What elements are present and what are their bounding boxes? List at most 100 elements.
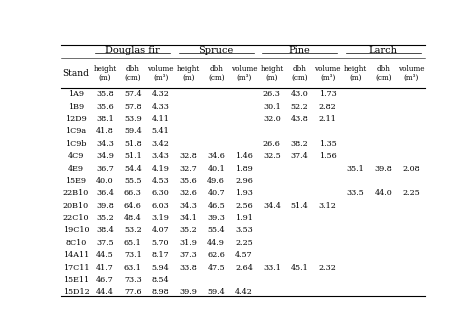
- Text: 38.1: 38.1: [96, 115, 114, 123]
- Text: 35.6: 35.6: [180, 177, 197, 185]
- Text: 51.1: 51.1: [124, 152, 141, 160]
- Text: 35.1: 35.1: [347, 165, 364, 173]
- Text: 37.3: 37.3: [180, 251, 197, 259]
- Text: Pine: Pine: [289, 46, 311, 55]
- Text: 1C9b: 1C9b: [65, 140, 87, 148]
- Text: 15D12: 15D12: [62, 288, 89, 296]
- Text: 32.7: 32.7: [180, 165, 197, 173]
- Text: Larch: Larch: [369, 46, 398, 55]
- Text: 54.4: 54.4: [124, 165, 141, 173]
- Text: 33.1: 33.1: [263, 263, 281, 271]
- Text: 12D9: 12D9: [65, 115, 87, 123]
- Text: 34.3: 34.3: [96, 140, 114, 148]
- Text: height
(m): height (m): [93, 65, 116, 82]
- Text: 66.3: 66.3: [124, 190, 142, 197]
- Text: 8.17: 8.17: [152, 251, 169, 259]
- Text: 36.7: 36.7: [96, 165, 114, 173]
- Text: 6.30: 6.30: [152, 190, 169, 197]
- Text: 73.3: 73.3: [124, 276, 141, 284]
- Text: 22C10: 22C10: [63, 214, 89, 222]
- Text: 38.4: 38.4: [96, 226, 114, 235]
- Text: volume
(m³): volume (m³): [231, 65, 257, 82]
- Text: 53.2: 53.2: [124, 226, 141, 235]
- Text: volume
(m³): volume (m³): [148, 65, 174, 82]
- Text: 55.5: 55.5: [124, 177, 141, 185]
- Text: 2.11: 2.11: [319, 115, 336, 123]
- Text: 1.91: 1.91: [235, 214, 253, 222]
- Text: dbh
(cm): dbh (cm): [124, 65, 141, 82]
- Text: 14A11: 14A11: [63, 251, 89, 259]
- Text: 59.4: 59.4: [124, 127, 141, 135]
- Text: 34.6: 34.6: [207, 152, 225, 160]
- Text: 39.9: 39.9: [179, 288, 197, 296]
- Text: 43.8: 43.8: [291, 115, 308, 123]
- Text: 4.32: 4.32: [152, 90, 169, 98]
- Text: 41.7: 41.7: [96, 263, 114, 271]
- Text: 38.2: 38.2: [291, 140, 308, 148]
- Text: volume
(m³): volume (m³): [315, 65, 341, 82]
- Text: 4.19: 4.19: [152, 165, 169, 173]
- Text: 8.98: 8.98: [152, 288, 169, 296]
- Text: 20B10: 20B10: [63, 202, 89, 210]
- Text: 2.32: 2.32: [319, 263, 336, 271]
- Text: Spruce: Spruce: [199, 46, 234, 55]
- Text: 4.07: 4.07: [152, 226, 169, 235]
- Text: 31.9: 31.9: [179, 239, 197, 247]
- Text: 1.56: 1.56: [319, 152, 336, 160]
- Text: 57.8: 57.8: [124, 103, 141, 111]
- Text: 39.3: 39.3: [207, 214, 225, 222]
- Text: 2.56: 2.56: [235, 202, 253, 210]
- Text: 4C9: 4C9: [68, 152, 84, 160]
- Text: 6.03: 6.03: [152, 202, 169, 210]
- Text: 37.5: 37.5: [96, 239, 114, 247]
- Text: 3.53: 3.53: [235, 226, 253, 235]
- Text: 52.2: 52.2: [291, 103, 308, 111]
- Text: 46.7: 46.7: [96, 276, 114, 284]
- Text: 4.57: 4.57: [235, 251, 253, 259]
- Text: 3.19: 3.19: [152, 214, 169, 222]
- Text: 57.4: 57.4: [124, 90, 141, 98]
- Text: 39.8: 39.8: [96, 202, 114, 210]
- Text: 51.4: 51.4: [291, 202, 308, 210]
- Text: 4.53: 4.53: [152, 177, 169, 185]
- Text: 40.7: 40.7: [208, 190, 225, 197]
- Text: height
(m): height (m): [260, 65, 283, 82]
- Text: dbh
(cm): dbh (cm): [291, 65, 308, 82]
- Text: 33.8: 33.8: [180, 263, 197, 271]
- Text: Douglas fir: Douglas fir: [105, 46, 160, 55]
- Text: 65.1: 65.1: [124, 239, 141, 247]
- Text: 73.1: 73.1: [124, 251, 141, 259]
- Text: 33.5: 33.5: [347, 190, 364, 197]
- Text: 63.1: 63.1: [124, 263, 142, 271]
- Text: 5.41: 5.41: [152, 127, 169, 135]
- Text: 15E11: 15E11: [63, 276, 89, 284]
- Text: 44.0: 44.0: [374, 190, 392, 197]
- Text: 8.54: 8.54: [152, 276, 169, 284]
- Text: 34.1: 34.1: [179, 214, 197, 222]
- Text: 2.82: 2.82: [319, 103, 336, 111]
- Text: 5.94: 5.94: [152, 263, 169, 271]
- Text: height
(m): height (m): [344, 65, 367, 82]
- Text: 55.4: 55.4: [208, 226, 225, 235]
- Text: 34.4: 34.4: [263, 202, 281, 210]
- Text: 49.6: 49.6: [207, 177, 225, 185]
- Text: 2.96: 2.96: [235, 177, 253, 185]
- Text: 26.6: 26.6: [263, 140, 281, 148]
- Text: 4E9: 4E9: [68, 165, 84, 173]
- Text: 35.6: 35.6: [96, 103, 114, 111]
- Text: 44.5: 44.5: [96, 251, 114, 259]
- Text: 34.3: 34.3: [179, 202, 197, 210]
- Text: 8C10: 8C10: [65, 239, 87, 247]
- Text: 1.46: 1.46: [235, 152, 253, 160]
- Text: 19C10: 19C10: [63, 226, 89, 235]
- Text: volume
(m³): volume (m³): [398, 65, 424, 82]
- Text: 3.12: 3.12: [319, 202, 336, 210]
- Text: 34.9: 34.9: [96, 152, 114, 160]
- Text: 1.89: 1.89: [235, 165, 253, 173]
- Text: 48.4: 48.4: [124, 214, 141, 222]
- Text: 4.11: 4.11: [152, 115, 169, 123]
- Text: 44.4: 44.4: [96, 288, 114, 296]
- Text: 1.35: 1.35: [319, 140, 336, 148]
- Text: 1C9a: 1C9a: [65, 127, 87, 135]
- Text: 22B10: 22B10: [63, 190, 89, 197]
